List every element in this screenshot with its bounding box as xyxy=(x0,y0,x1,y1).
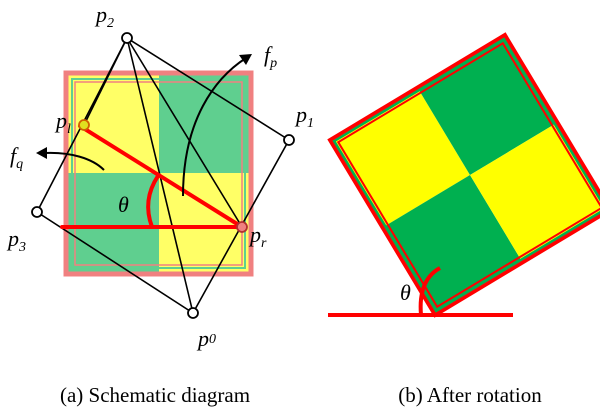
vertex-p2 xyxy=(121,32,133,44)
quadrant-bottom-left xyxy=(66,173,159,274)
line-p2-pl xyxy=(83,37,128,126)
arrow-fp xyxy=(182,54,252,197)
label-pl: pl xyxy=(54,108,71,137)
label-p0: p0 xyxy=(196,326,216,351)
arrow-fq xyxy=(36,147,105,171)
arrow-fp-shaft xyxy=(182,57,247,197)
square-border-outer xyxy=(63,70,254,277)
rq-border-inner xyxy=(336,41,600,309)
label-p1: p1 xyxy=(294,102,314,131)
label-fq: fq xyxy=(10,143,23,172)
theta-arc-b xyxy=(418,266,442,316)
rotated-square xyxy=(327,32,600,318)
vertex-p0 xyxy=(187,307,199,319)
vertex-p3 xyxy=(31,206,43,218)
arrow-fq-head xyxy=(36,147,47,159)
label-p2: p2 xyxy=(94,2,114,31)
label-fp: fp xyxy=(264,42,277,71)
rq-border-mid xyxy=(332,37,600,313)
vertices xyxy=(31,32,295,319)
vertex-pl xyxy=(78,119,90,131)
line-p2-pr xyxy=(126,37,243,228)
label-p3: p3 xyxy=(6,226,26,255)
label-pr: pr xyxy=(248,222,267,251)
theta-arc-a xyxy=(146,174,160,228)
label-theta-a: θ xyxy=(118,192,129,217)
square-border-innermost xyxy=(74,81,243,266)
panel-b: θ (b) After rotation xyxy=(327,32,600,407)
arrow-fq-shaft xyxy=(44,151,105,171)
square-a xyxy=(63,70,254,277)
caption-b: (b) After rotation xyxy=(398,383,542,407)
quadrant-top-right xyxy=(159,73,251,173)
rq-border-outer xyxy=(327,32,600,318)
red-line-pl-pr xyxy=(78,124,244,229)
panel-a: p2 p1 p0 p3 pl pr fp fq θ (a) Schematic … xyxy=(6,2,314,407)
label-theta-b: θ xyxy=(400,280,411,305)
vertex-p1 xyxy=(283,134,295,146)
vertex-pr xyxy=(236,221,248,233)
square-border-inner xyxy=(71,78,246,269)
caption-a: (a) Schematic diagram xyxy=(60,383,250,407)
arrow-fp-head xyxy=(239,54,252,65)
